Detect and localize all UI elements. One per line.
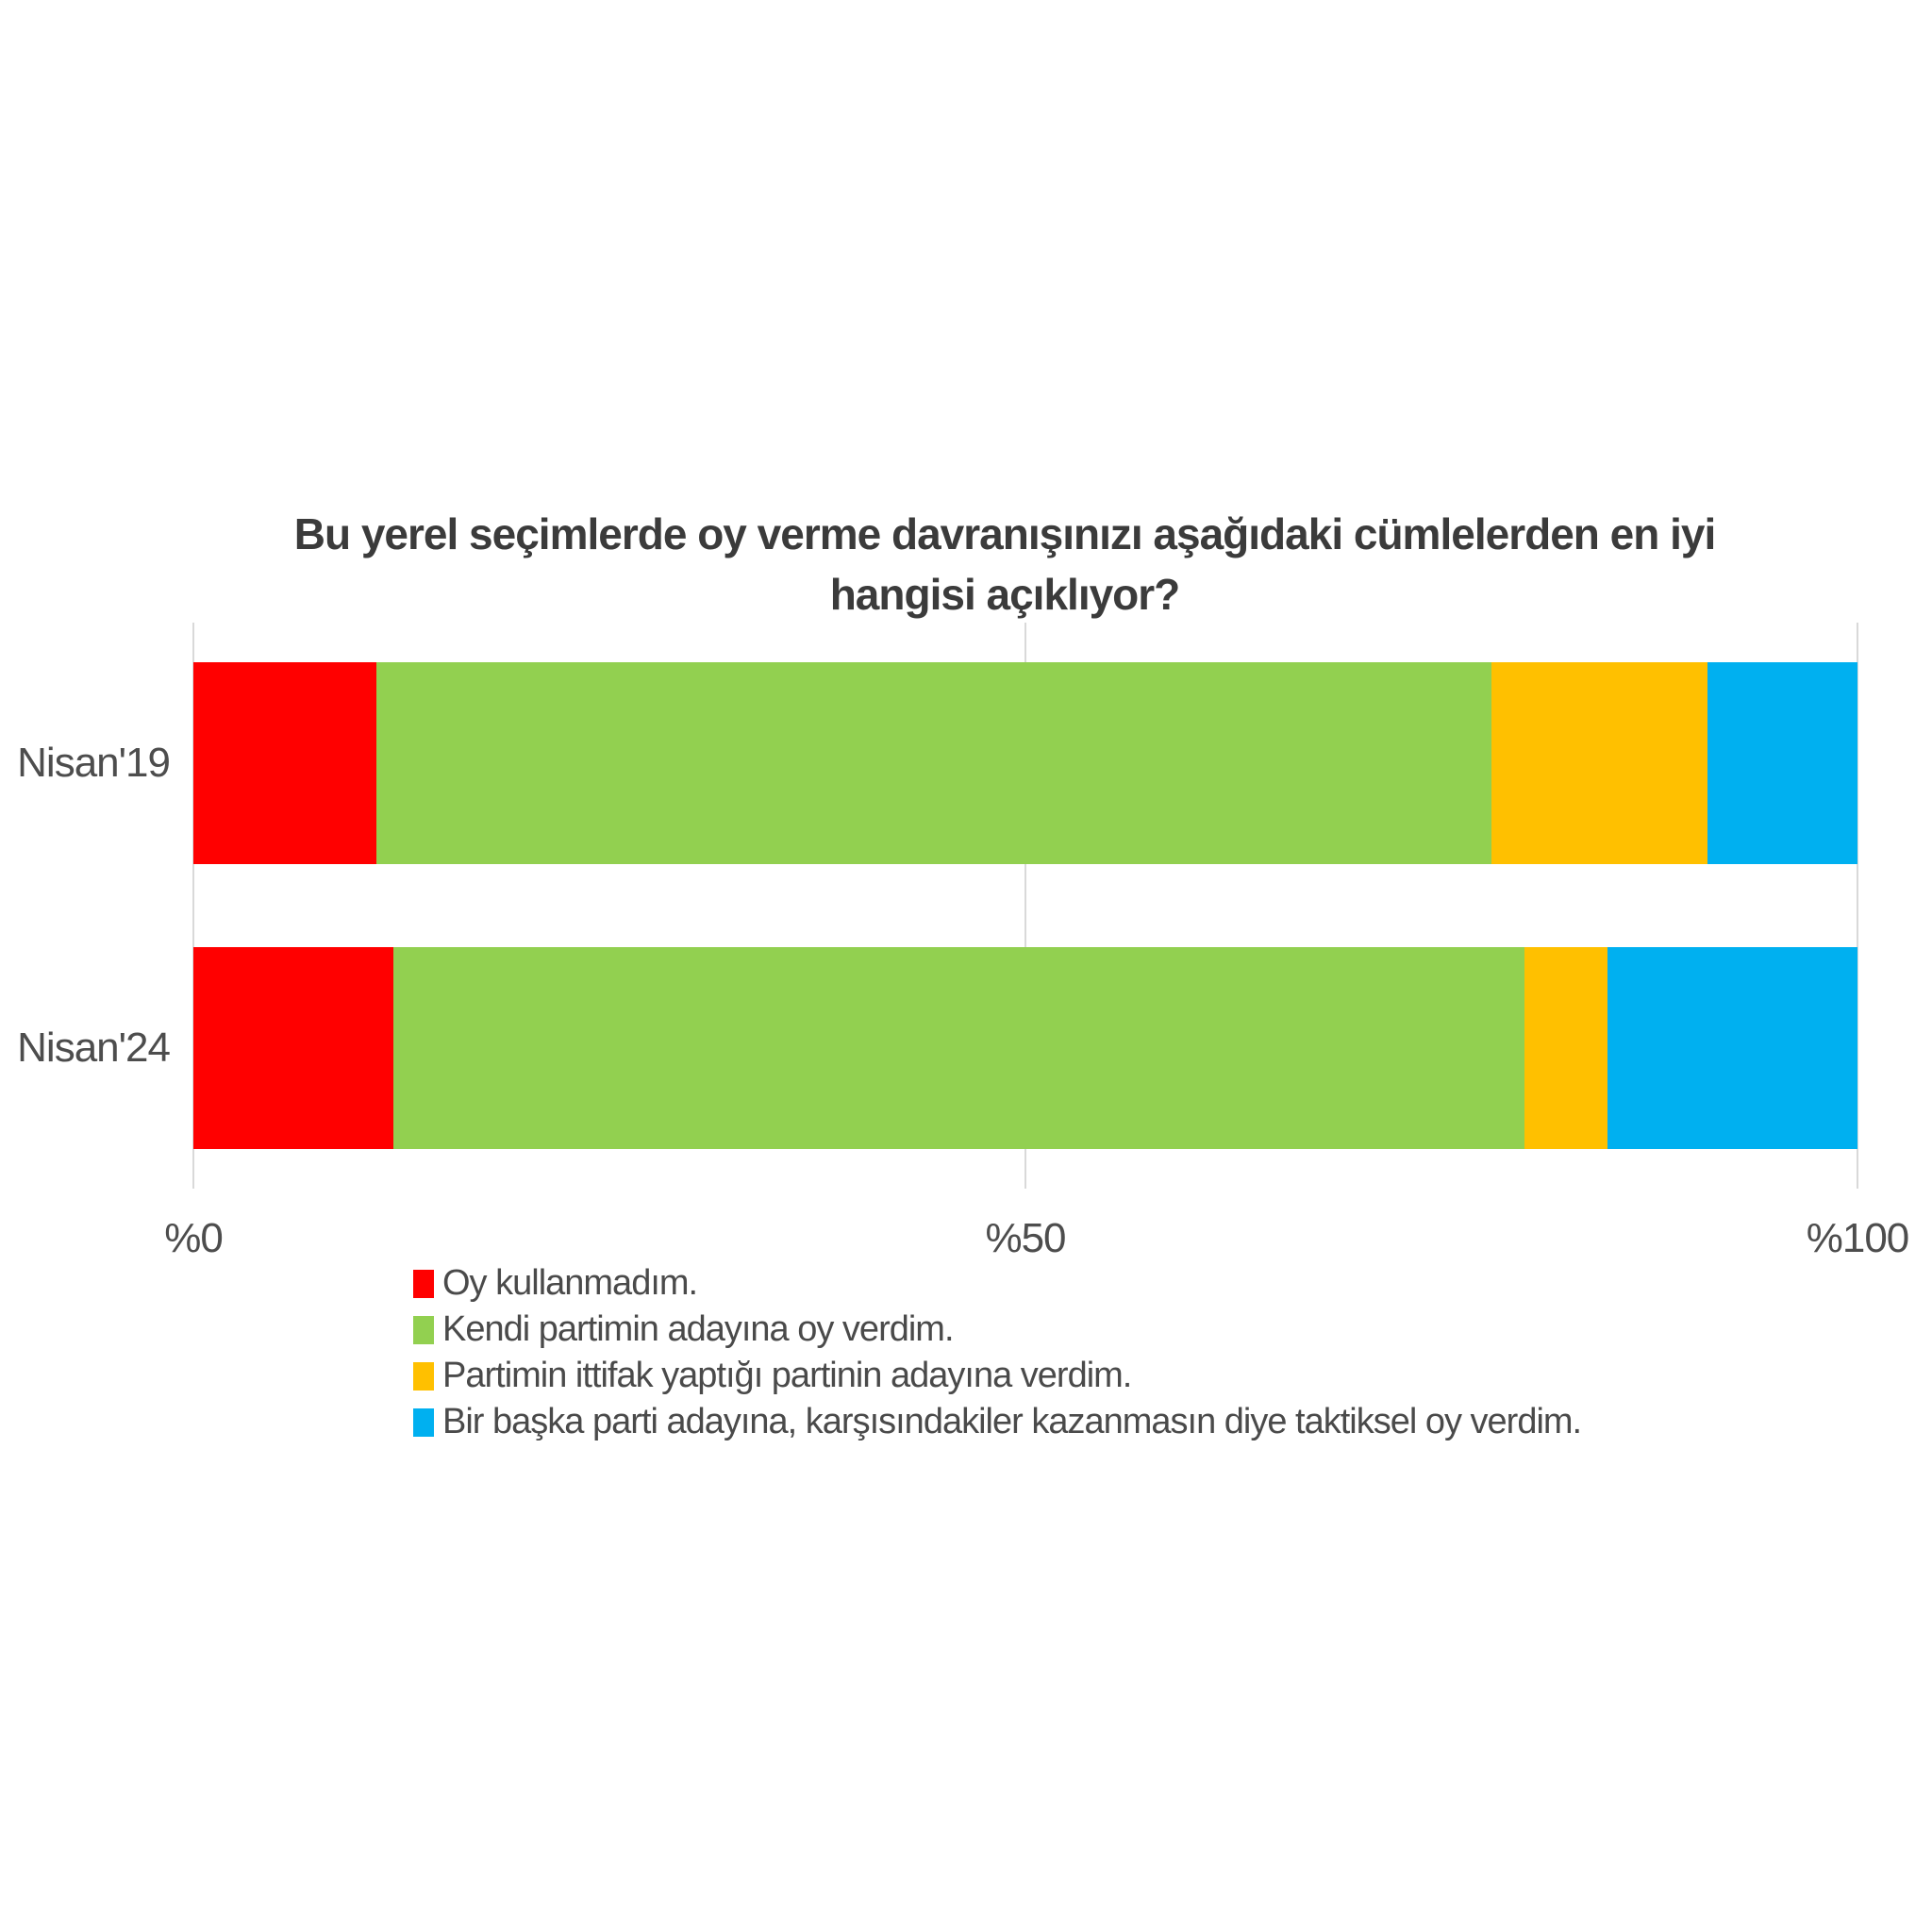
plot-area — [192, 623, 1858, 1189]
legend-label: Oy kullanmadım. — [442, 1263, 698, 1303]
x-tick-%100: %100 — [1806, 1215, 1910, 1261]
legend-swatch — [413, 1315, 434, 1344]
bar-segment — [1491, 662, 1708, 864]
bar-Nisan'24 — [193, 947, 1857, 1149]
bar-segment — [193, 947, 393, 1149]
bar-segment — [1707, 662, 1857, 864]
legend-label: Bir başka parti adayına, karşısındakiler… — [442, 1402, 1582, 1441]
gridline-%50 — [1024, 623, 1026, 1189]
bar-segment — [193, 662, 377, 864]
chart-title-line2: hangisi açıklıyor? — [829, 570, 1181, 619]
bar-segment — [376, 662, 1491, 864]
legend-swatch — [413, 1269, 434, 1298]
bar-segment — [1524, 947, 1608, 1149]
legend-swatch — [413, 1361, 434, 1391]
gridline-%0 — [192, 623, 194, 1189]
bar-segment — [392, 947, 1525, 1149]
gridline-%100 — [1857, 623, 1858, 1189]
legend: Oy kullanmadım. Kendi partimin adayına oy… — [413, 1260, 1582, 1445]
legend-item: Oy kullanmadım. — [413, 1260, 1581, 1307]
legend-label: Partimin ittifak yaptığı partinin adayın… — [442, 1356, 1132, 1395]
legend-item: Partimin ittifak yaptığı partinin adayın… — [413, 1353, 1581, 1399]
legend-label: Kendi partimin adayına oy verdim. — [442, 1309, 955, 1349]
legend-item: Bir başka parti adayına, karşısındakiler… — [413, 1399, 1582, 1445]
bar-Nisan'19 — [193, 662, 1857, 864]
x-tick-%50: %50 — [985, 1215, 1066, 1261]
legend-item: Kendi partimin adayına oy verdim. — [413, 1307, 1581, 1353]
chart-title: Bu yerel seçimlerde oy verme davranışını… — [179, 504, 1830, 625]
legend-swatch — [413, 1407, 434, 1437]
chart-title-line1: Bu yerel seçimlerde oy verme davranışını… — [293, 509, 1717, 558]
category-label-nisan19: Nisan'19 — [17, 740, 171, 786]
x-tick-%0: %0 — [164, 1215, 224, 1261]
bar-segment — [1607, 947, 1857, 1149]
category-label-nisan24: Nisan'24 — [17, 1024, 171, 1071]
